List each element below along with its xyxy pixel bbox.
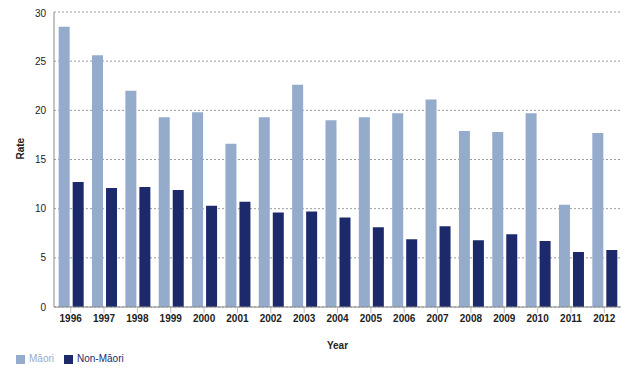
svg-text:1999: 1999: [160, 313, 183, 324]
svg-text:1996: 1996: [60, 313, 83, 324]
svg-text:0: 0: [40, 302, 46, 313]
svg-text:20: 20: [35, 105, 47, 116]
html-text:Non-Māori: Non-Māori: [77, 353, 124, 364]
svg-text:30: 30: [35, 8, 47, 19]
html-text:Māori: Māori: [29, 353, 54, 364]
svg-text:Year: Year: [327, 340, 348, 351]
svg-text:10: 10: [35, 203, 47, 214]
svg-text:2006: 2006: [393, 313, 416, 324]
svg-text:1998: 1998: [126, 313, 149, 324]
svg-text:2007: 2007: [426, 313, 449, 324]
svg-text:2002: 2002: [260, 313, 283, 324]
svg-text:2010: 2010: [526, 313, 549, 324]
svg-text:2003: 2003: [293, 313, 316, 324]
svg-text:Rate: Rate: [15, 137, 26, 159]
svg-text:2008: 2008: [460, 313, 483, 324]
svg-text:2000: 2000: [193, 313, 216, 324]
svg-text:5: 5: [40, 252, 46, 263]
svg-text:25: 25: [35, 56, 47, 67]
svg-text:2012: 2012: [593, 313, 616, 324]
svg-text:1997: 1997: [93, 313, 116, 324]
svg-text:2011: 2011: [560, 313, 582, 324]
svg-text:2009: 2009: [493, 313, 516, 324]
svg-text:15: 15: [35, 154, 47, 165]
svg-text:2004: 2004: [326, 313, 349, 324]
svg-text:2005: 2005: [360, 313, 383, 324]
svg-text:2001: 2001: [226, 313, 249, 324]
